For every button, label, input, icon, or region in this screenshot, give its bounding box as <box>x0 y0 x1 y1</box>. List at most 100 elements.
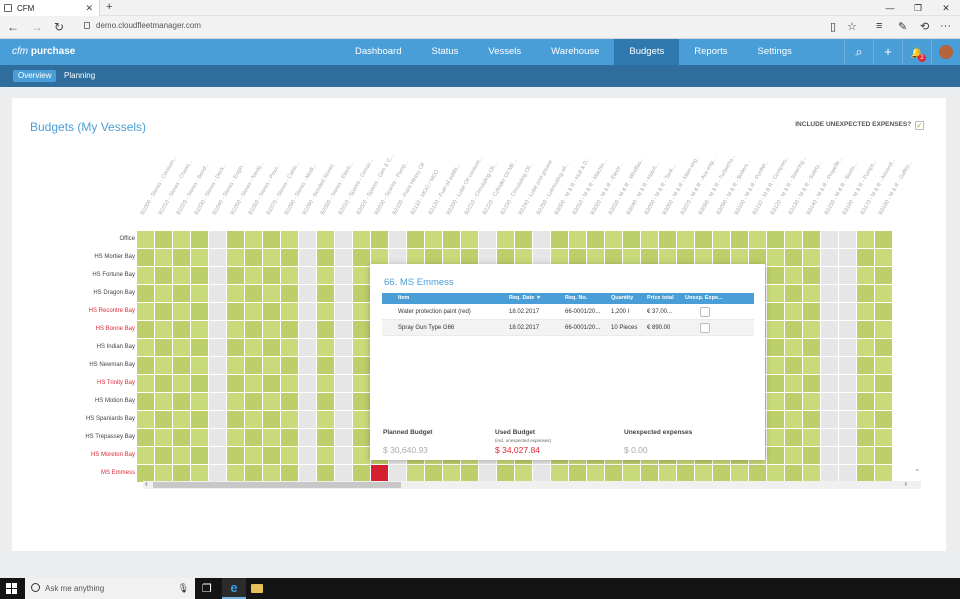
budget-cell[interactable] <box>839 267 856 284</box>
budget-cell[interactable] <box>335 231 352 248</box>
budget-cell[interactable] <box>353 465 370 482</box>
budget-cell[interactable] <box>371 465 388 482</box>
budget-cell[interactable] <box>173 339 190 356</box>
budget-cell[interactable] <box>263 429 280 446</box>
budget-cell[interactable] <box>803 267 820 284</box>
budget-cell[interactable] <box>227 411 244 428</box>
budget-cell[interactable] <box>191 303 208 320</box>
budget-cell[interactable] <box>353 429 370 446</box>
user-menu[interactable] <box>931 39 960 65</box>
budget-cell[interactable] <box>803 321 820 338</box>
budget-cell[interactable] <box>839 375 856 392</box>
budget-cell[interactable] <box>173 393 190 410</box>
vessel-row-label[interactable]: HS Spaniards Bay <box>85 416 135 422</box>
table-row[interactable]: Spray Gun Type G66 18.02.2017 66-0001/20… <box>382 320 754 336</box>
budget-cell[interactable] <box>299 411 316 428</box>
budget-cell[interactable] <box>803 339 820 356</box>
favorite-star-icon[interactable]: ☆ <box>847 21 857 33</box>
budget-cell[interactable] <box>443 249 460 266</box>
budget-cell[interactable] <box>245 447 262 464</box>
budget-cell[interactable] <box>857 249 874 266</box>
budget-cell[interactable] <box>767 357 784 374</box>
budget-cell[interactable] <box>857 321 874 338</box>
budget-cell[interactable] <box>659 249 676 266</box>
vessel-row-label[interactable]: HS Bonne Bay <box>95 326 135 332</box>
budget-cell[interactable] <box>623 249 640 266</box>
budget-cell[interactable] <box>407 231 424 248</box>
budget-cell[interactable] <box>317 447 334 464</box>
budget-cell[interactable] <box>155 429 172 446</box>
budget-cell[interactable] <box>821 249 838 266</box>
budget-cell[interactable] <box>857 411 874 428</box>
budget-cell[interactable] <box>839 339 856 356</box>
budget-cell[interactable] <box>803 375 820 392</box>
vessel-row-label[interactable]: HS Mortier Bay <box>94 254 135 260</box>
budget-cell[interactable] <box>263 375 280 392</box>
budget-cell[interactable] <box>281 411 298 428</box>
budget-cell[interactable] <box>407 249 424 266</box>
cortana-search-input[interactable]: Ask me anything 🎙 <box>25 578 195 599</box>
budget-cell[interactable] <box>821 447 838 464</box>
budget-cell[interactable] <box>731 231 748 248</box>
budget-cell[interactable] <box>569 465 586 482</box>
budget-cell[interactable] <box>821 339 838 356</box>
unexpected-checkbox[interactable] <box>700 307 710 317</box>
budget-cell[interactable] <box>443 465 460 482</box>
budget-cell[interactable] <box>767 285 784 302</box>
budget-cell[interactable] <box>353 267 370 284</box>
budget-cell[interactable] <box>785 249 802 266</box>
budget-cell[interactable] <box>137 321 154 338</box>
budget-cell[interactable] <box>209 465 226 482</box>
budget-cell[interactable] <box>299 339 316 356</box>
budget-cell[interactable] <box>767 465 784 482</box>
budget-cell[interactable] <box>677 465 694 482</box>
windows-start-icon[interactable] <box>6 583 17 594</box>
budget-cell[interactable] <box>587 465 604 482</box>
budget-cell[interactable] <box>641 231 658 248</box>
budget-cell[interactable] <box>371 231 388 248</box>
budget-cell[interactable] <box>155 303 172 320</box>
budget-cell[interactable] <box>821 267 838 284</box>
budget-cell[interactable] <box>803 447 820 464</box>
budget-cell[interactable] <box>155 357 172 374</box>
vessel-row-label[interactable]: MS Emmess <box>100 470 135 476</box>
table-row[interactable]: Water protection paint (red) 18.02.2017 … <box>382 304 754 320</box>
new-tab-icon[interactable]: + <box>106 1 113 13</box>
budget-cell[interactable] <box>227 267 244 284</box>
budget-cell[interactable] <box>209 429 226 446</box>
budget-cell[interactable] <box>191 249 208 266</box>
budget-cell[interactable] <box>317 249 334 266</box>
budget-cell[interactable] <box>227 339 244 356</box>
budget-cell[interactable] <box>749 465 766 482</box>
vessel-row-label[interactable]: HS Indian Bay <box>96 344 135 350</box>
budget-cell[interactable] <box>803 231 820 248</box>
budget-cell[interactable] <box>821 465 838 482</box>
budget-cell[interactable] <box>839 429 856 446</box>
budget-cell[interactable] <box>227 231 244 248</box>
budget-cell[interactable] <box>623 231 640 248</box>
search-icon[interactable]: ⌕ <box>844 39 873 65</box>
budget-cell[interactable] <box>479 249 496 266</box>
budget-cell[interactable] <box>875 339 892 356</box>
add-icon[interactable]: + <box>873 39 902 65</box>
budget-cell[interactable] <box>299 447 316 464</box>
scroll-thumb[interactable] <box>153 482 401 488</box>
budget-cell[interactable] <box>209 447 226 464</box>
budget-cell[interactable] <box>281 447 298 464</box>
budget-cell[interactable] <box>803 393 820 410</box>
budget-cell[interactable] <box>353 303 370 320</box>
budget-cell[interactable] <box>749 231 766 248</box>
budget-cell[interactable] <box>317 375 334 392</box>
budget-cell[interactable] <box>191 429 208 446</box>
budget-cell[interactable] <box>731 249 748 266</box>
budget-cell[interactable] <box>353 411 370 428</box>
budget-cell[interactable] <box>137 249 154 266</box>
col-req-no[interactable]: Req. No. <box>565 295 588 301</box>
url-field[interactable]: demo.cloudfleetmanager.com <box>84 21 201 30</box>
window-close-icon[interactable]: ✕ <box>942 3 950 13</box>
budget-cell[interactable] <box>263 321 280 338</box>
budget-cell[interactable] <box>353 357 370 374</box>
budget-cell[interactable] <box>209 231 226 248</box>
budget-cell[interactable] <box>749 249 766 266</box>
budget-cell[interactable] <box>785 339 802 356</box>
